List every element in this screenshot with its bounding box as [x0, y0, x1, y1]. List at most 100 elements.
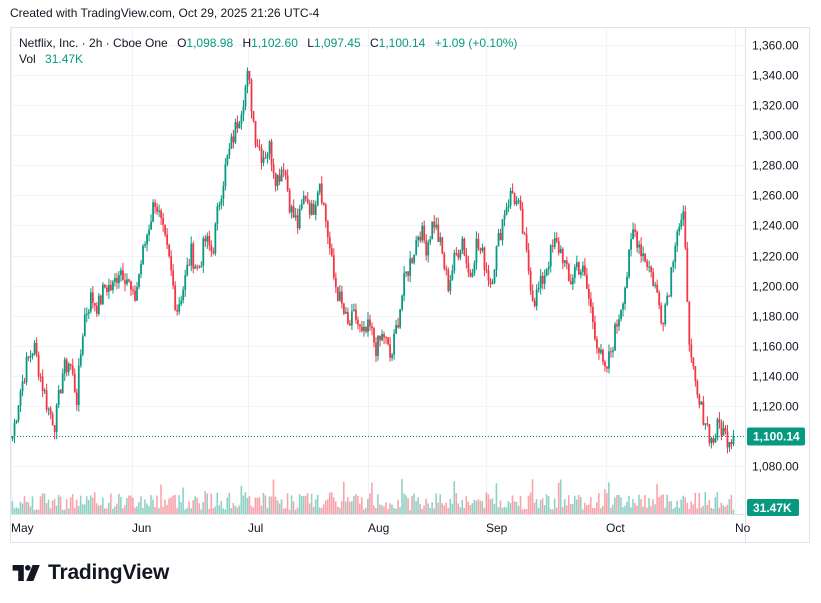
volume-bar: [302, 496, 305, 514]
candle-body: [296, 215, 299, 229]
candle-body: [166, 234, 169, 245]
candle-body: [116, 278, 118, 283]
volume-bar: [202, 502, 204, 514]
candle-body: [415, 240, 418, 255]
volume-bar: [232, 503, 235, 514]
volume-bar: [222, 508, 225, 514]
chart-pane[interactable]: 1,080.001,100.001,120.001,140.001,160.00…: [10, 27, 810, 543]
volume-bar: [103, 508, 106, 514]
volume-bar: [322, 504, 325, 514]
time-tick-label: Sep: [486, 521, 508, 535]
volume-bar: [136, 506, 138, 514]
candle-body: [164, 224, 167, 235]
volume-bar: [31, 496, 34, 514]
candle-body: [278, 175, 281, 182]
candle-body: [581, 265, 584, 272]
volume-bar: [718, 507, 721, 514]
price-tick-label: 1,240.00: [752, 219, 799, 233]
volume-bar: [622, 507, 624, 514]
time-tick-label: No: [735, 521, 751, 535]
candle-body: [284, 170, 287, 176]
volume-bar: [308, 503, 311, 514]
volume-bar: [726, 504, 729, 514]
candle-body: [132, 289, 134, 291]
volume-bar: [268, 496, 271, 514]
volume-bar: [170, 497, 172, 514]
volume-bar: [563, 498, 566, 514]
candle-body: [218, 204, 221, 207]
candle-body: [47, 408, 50, 410]
price-tick-label: 1,280.00: [752, 159, 799, 173]
candle-body: [678, 226, 681, 232]
candle-body: [628, 249, 630, 277]
volume-bar: [146, 503, 148, 514]
volume-bar: [682, 495, 684, 514]
candle-body: [393, 333, 395, 355]
candle-body: [507, 205, 510, 208]
volume-bar: [555, 507, 558, 514]
candle-body: [632, 229, 634, 240]
candle-body: [545, 269, 548, 276]
candle-body: [728, 442, 731, 448]
volume-bar: [409, 509, 411, 514]
vol-label[interactable]: Vol: [19, 52, 36, 66]
volume-bar: [567, 495, 570, 514]
volume-bar: [122, 508, 124, 514]
volume-bar: [419, 503, 421, 514]
candle-body: [63, 359, 66, 374]
candle-body: [39, 376, 42, 378]
candle-body: [236, 122, 239, 129]
volume-bar: [41, 493, 44, 514]
volume-bar: [87, 499, 90, 514]
volume-bar: [164, 499, 166, 514]
volume-bar: [495, 483, 498, 514]
candle-body: [587, 288, 590, 299]
volume-bar: [469, 505, 472, 514]
volume-bar: [515, 501, 518, 514]
price-chart[interactable]: 1,080.001,100.001,120.001,140.001,160.00…: [11, 28, 810, 543]
volume-bar: [168, 498, 170, 514]
candle-body: [99, 295, 102, 305]
volume-bar: [346, 497, 349, 514]
candle-body: [730, 442, 733, 445]
candle-body: [369, 319, 371, 327]
candle-body: [59, 389, 62, 394]
volume-bar: [720, 502, 723, 514]
brand[interactable]: TradingView: [12, 561, 169, 585]
volume-bar: [618, 494, 620, 514]
volume-bar: [138, 502, 140, 514]
volume-bar: [210, 493, 213, 514]
volume-bar: [397, 499, 399, 514]
volume-bar: [344, 501, 347, 514]
price-tick-label: 1,360.00: [752, 39, 799, 53]
volume-bar: [583, 502, 586, 514]
volume-bar: [216, 492, 219, 514]
volume-bar: [686, 502, 688, 514]
volume-bar: [640, 499, 642, 514]
volume-bar: [389, 503, 391, 514]
volume-bar: [459, 507, 462, 514]
volume-bar: [226, 497, 229, 514]
volume-bar: [114, 506, 116, 514]
volume-bar: [37, 509, 40, 514]
candle-body: [541, 275, 544, 284]
candle-body: [419, 236, 422, 241]
volume-bar: [212, 508, 215, 514]
volume-bar: [306, 493, 309, 514]
candle-body: [138, 274, 140, 287]
volume-bar: [569, 503, 572, 514]
candle-body: [266, 153, 269, 158]
volume-bar: [124, 505, 126, 514]
brand-name: TradingView: [48, 561, 170, 584]
candle-body: [465, 254, 468, 264]
candle-body: [292, 206, 295, 218]
symbol-label[interactable]: Netflix, Inc. · 2h · Cboe One: [19, 36, 168, 50]
candle-body: [246, 70, 249, 87]
candle-body: [521, 209, 524, 234]
volume-bar: [581, 509, 584, 514]
candle-body: [634, 229, 636, 232]
candle-body: [11, 436, 14, 440]
volume-bar: [692, 504, 695, 514]
candle-body: [555, 238, 558, 242]
candle-body: [324, 204, 327, 222]
